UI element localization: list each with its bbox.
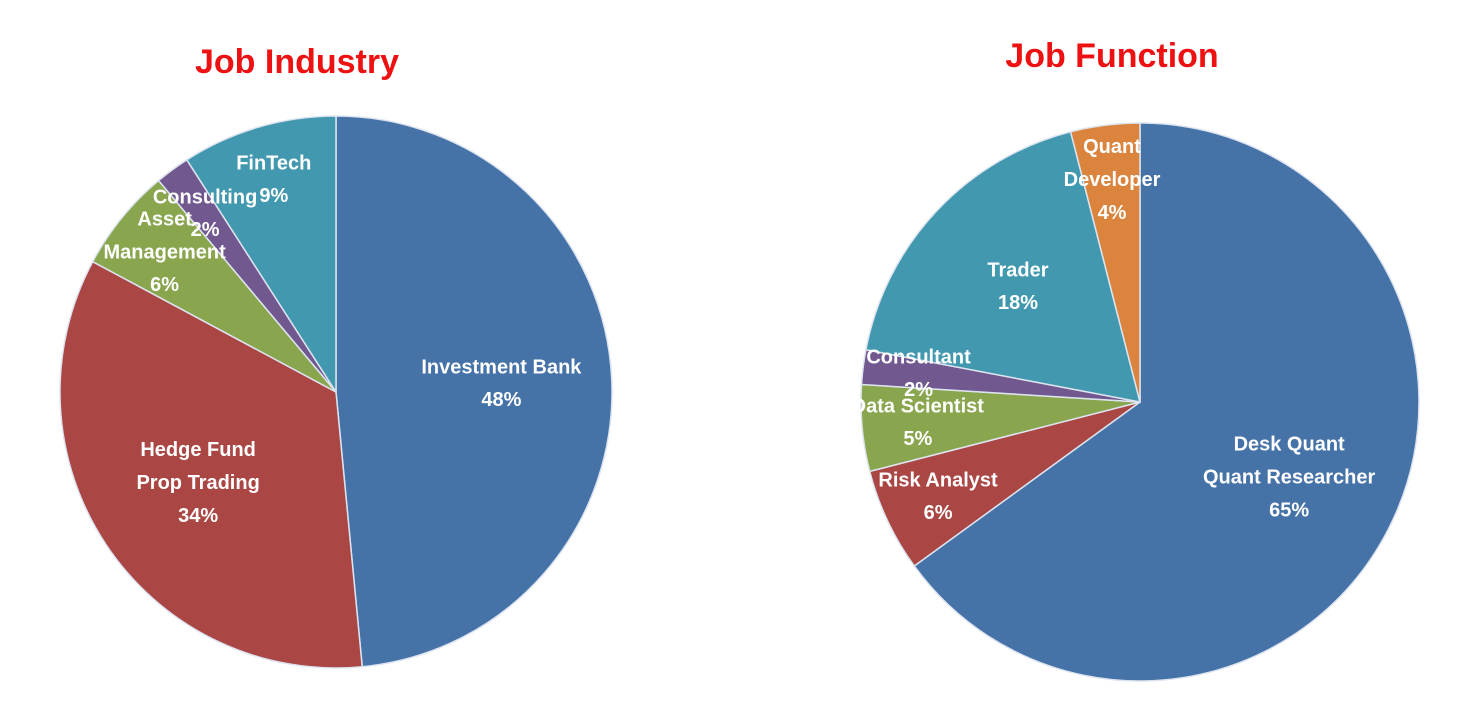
slice-label: FinTech	[236, 152, 311, 174]
chart-title: Job Function	[1005, 37, 1218, 75]
slice-label: Consultant	[866, 346, 971, 368]
slice-label: Data Scientist	[852, 395, 985, 417]
pie-slice	[913, 122, 1420, 682]
slice-value-label: 48%	[481, 389, 521, 411]
label-line: Management	[104, 242, 227, 264]
label-line: Quant Researcher	[1203, 467, 1376, 489]
label-line: Quant	[1083, 136, 1141, 158]
label-line: Prop Trading	[136, 473, 259, 495]
slice-value-label: 9%	[259, 185, 288, 207]
slice-label: Investment Bank	[421, 356, 582, 378]
slice-value-label: 2%	[904, 379, 933, 401]
slice-label: Desk Quant Quant Researcher	[1203, 434, 1376, 489]
slice-label: Asset Management	[104, 209, 227, 264]
slice-label: Risk Analyst	[878, 469, 998, 491]
slice-value-label: 18%	[998, 292, 1038, 314]
slice-label: Hedge Fund Prop Trading	[136, 440, 259, 495]
pie-slice	[335, 115, 613, 668]
slice-value-label: 34%	[178, 505, 218, 527]
slice-label: Quant Developer	[1064, 136, 1161, 191]
pie-slice	[185, 115, 337, 395]
chart-title: Job Industry	[195, 43, 399, 81]
label-line: Desk Quant	[1234, 434, 1345, 456]
slice-value-label: 6%	[150, 274, 179, 296]
slice-value-label: 5%	[903, 428, 932, 450]
label-line: Developer	[1064, 169, 1161, 191]
pie-slice	[865, 130, 1142, 403]
label-line: Asset	[137, 209, 192, 231]
slice-value-label: 65%	[1269, 499, 1309, 521]
slice-label: Trader	[987, 260, 1048, 282]
slice-value-label: 4%	[1098, 202, 1127, 224]
slice-value-label: 6%	[924, 502, 953, 524]
label-line: Hedge Fund	[140, 440, 256, 462]
slice-label: Consulting	[153, 186, 257, 208]
pie-slice	[59, 260, 364, 669]
slice-value-label: 2%	[191, 219, 220, 241]
pie-slice	[1069, 122, 1141, 403]
